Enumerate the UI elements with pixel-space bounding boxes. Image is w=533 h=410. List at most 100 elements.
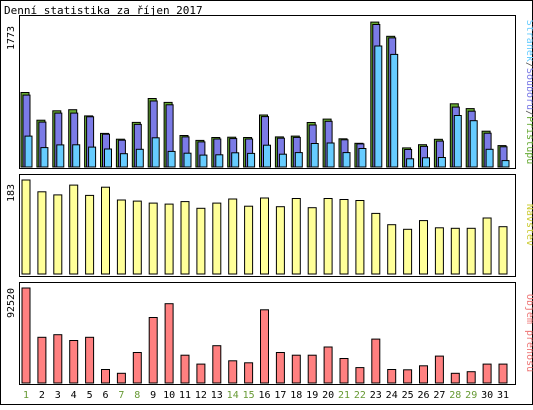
- visits-bar-day-9: [148, 202, 158, 275]
- traffic-bar-day-7: [116, 372, 126, 384]
- pages-bar-day-3: [56, 144, 65, 168]
- legend-pages: Stránek: [524, 20, 533, 62]
- traffic-bar-day-22: [355, 367, 365, 384]
- traffic-bar-day-15: [244, 362, 254, 384]
- visits-bar-day-1: [21, 179, 31, 275]
- visits-bar-day-27: [434, 227, 444, 275]
- traffic-bars: [21, 287, 508, 384]
- day-label-26: 26: [417, 390, 429, 401]
- pages-bar-day-12: [199, 154, 208, 168]
- traffic-bar-day-18: [291, 354, 301, 384]
- pages-bar-day-25: [406, 158, 415, 168]
- traffic-bar-day-5: [85, 336, 95, 384]
- pages-bar-day-10: [167, 150, 176, 168]
- day-label-27: 27: [433, 390, 445, 401]
- pages-bar-day-14: [231, 152, 240, 168]
- day-label-16: 16: [258, 390, 270, 401]
- pages-bar-day-21: [342, 152, 351, 168]
- traffic-bar-day-17: [275, 352, 285, 384]
- day-label-24: 24: [386, 390, 398, 401]
- day-label-11: 11: [179, 390, 191, 401]
- traffic-bar-day-11: [180, 354, 190, 384]
- visits-bar-day-5: [85, 194, 95, 275]
- day-label-9: 9: [150, 390, 156, 401]
- pages-bar-day-26: [422, 157, 430, 168]
- day-label-22: 22: [354, 390, 366, 401]
- pages-bar-day-31: [501, 160, 510, 168]
- visits-bar-day-17: [275, 206, 285, 275]
- traffic-bar-day-28: [450, 372, 460, 384]
- visits-bar-day-3: [53, 194, 63, 275]
- pages-bar-day-4: [72, 144, 81, 168]
- visits-legend: Návštěv: [524, 204, 533, 246]
- visits-bar-day-26: [419, 220, 428, 275]
- visits-bar-day-7: [116, 199, 126, 275]
- day-label-28: 28: [449, 390, 461, 401]
- visits-bar-day-10: [164, 203, 174, 275]
- pages-bar-day-23: [374, 45, 383, 168]
- visits-bar-day-13: [212, 202, 222, 275]
- traffic-bar-day-16: [260, 309, 269, 384]
- traffic-bar-day-26: [419, 365, 428, 384]
- visits-bar-day-8: [132, 200, 142, 275]
- day-label-13: 13: [211, 390, 223, 401]
- day-label-23: 23: [370, 390, 382, 401]
- day-label-20: 20: [322, 390, 334, 401]
- visits-bar-day-15: [244, 205, 254, 275]
- traffic-bar-day-4: [69, 340, 79, 384]
- legend-files: Souborů: [524, 68, 533, 110]
- traffic-bar-day-30: [482, 363, 492, 384]
- visits-bar-day-11: [180, 201, 190, 275]
- hits-y-max-label: 1773: [6, 26, 17, 50]
- pages-bar-day-5: [88, 146, 97, 168]
- traffic-bar-day-10: [164, 303, 174, 384]
- pages-bar-day-30: [485, 148, 494, 168]
- visits-bar-day-23: [371, 212, 381, 275]
- pages-bar-day-29: [469, 120, 478, 168]
- visits-bar-day-12: [196, 207, 206, 275]
- day-label-21: 21: [338, 390, 350, 401]
- day-label-18: 18: [290, 390, 302, 401]
- visits-bar-day-31: [498, 226, 508, 275]
- day-label-7: 7: [118, 390, 124, 401]
- visits-bar-day-14: [228, 198, 238, 275]
- day-label-1: 1: [23, 390, 29, 401]
- traffic-bar-day-21: [339, 358, 349, 384]
- visits-bar-day-20: [323, 198, 333, 275]
- pages-bar-day-1: [24, 135, 33, 168]
- legend-separator-1: /: [524, 62, 533, 68]
- pages-bar-day-22: [358, 148, 367, 168]
- visits-bar-day-4: [69, 184, 79, 275]
- day-label-6: 6: [102, 390, 108, 401]
- traffic-bar-day-9: [148, 317, 158, 384]
- pages-bar-day-19: [310, 143, 319, 168]
- traffic-bar-day-1: [21, 287, 31, 384]
- traffic-bar-day-12: [196, 363, 206, 384]
- traffic-bar-day-14: [228, 360, 238, 384]
- pages-bar-day-15: [247, 152, 256, 168]
- visits-bar-day-24: [387, 224, 397, 275]
- traffic-legend: Objem přenosu: [524, 294, 533, 372]
- traffic-bar-day-8: [132, 352, 142, 384]
- traffic-bar-day-29: [466, 371, 476, 384]
- day-label-14: 14: [227, 390, 239, 401]
- visits-bar-day-29: [466, 227, 476, 275]
- chart-title: Denní statistika za říjen 2017: [4, 4, 203, 17]
- pages-bar-day-13: [215, 154, 224, 168]
- pages-bar-day-6: [104, 148, 112, 168]
- traffic-bar-day-25: [403, 369, 413, 384]
- traffic-bar-day-13: [212, 345, 222, 384]
- pages-bar-day-9: [151, 137, 160, 168]
- day-label-15: 15: [243, 390, 255, 401]
- traffic-bar-day-20: [323, 346, 333, 384]
- visits-bar-day-18: [291, 198, 301, 275]
- day-label-31: 31: [497, 390, 509, 401]
- pages-bar-day-2: [40, 147, 49, 168]
- pages-bar-day-28: [453, 115, 462, 168]
- day-label-8: 8: [134, 390, 140, 401]
- pages-bar-day-27: [437, 157, 446, 168]
- day-label-25: 25: [402, 390, 414, 401]
- visits-bar-day-2: [37, 191, 47, 275]
- traffic-bar-day-23: [371, 338, 381, 384]
